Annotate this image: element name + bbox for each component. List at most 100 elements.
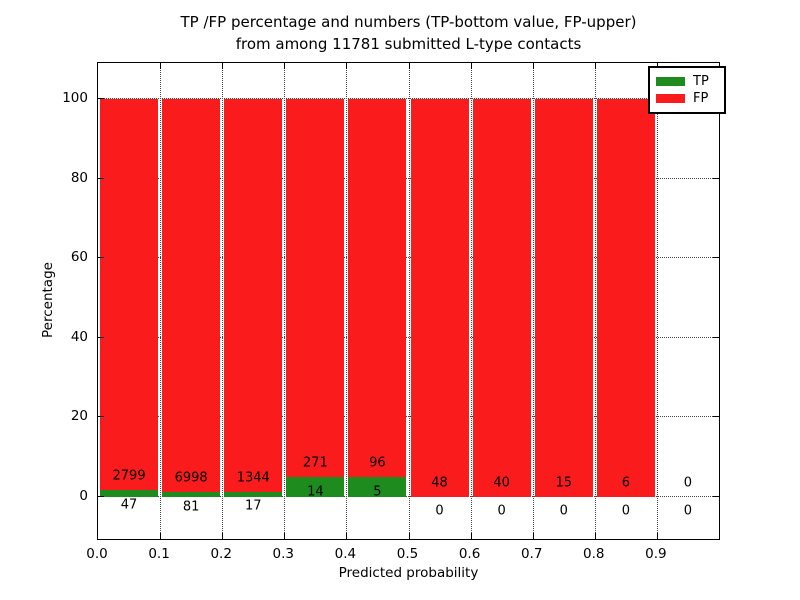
y-tick-label: 60 [70,249,88,266]
fp-count-label: 96 [369,455,386,471]
chart-title-line2: from among 11781 submitted L-type contac… [235,35,582,53]
fp-count-label: 15 [555,475,573,491]
gridline-vertical [284,63,286,539]
x-tick-mark [284,533,286,539]
gridline-vertical [346,63,348,539]
plot-area: TP FP 2799 47 6998 81 1344 17 271 14 96 5 48 0 40 0 15… [97,62,726,540]
x-tick-label: 0.5 [396,546,419,562]
tp-bar-segment [100,490,159,497]
gridline-vertical [160,63,162,539]
y-tick-mark [713,416,719,418]
fp-bar-segment [100,99,159,491]
y-tick-mark [98,257,104,259]
y-tick-mark [98,177,104,179]
x-axis-label: Predicted probability [338,565,479,581]
fp-count-label: 271 [302,455,328,471]
x-tick-mark [222,63,224,69]
gridline-vertical [470,63,472,539]
y-tick-mark [713,336,719,338]
tp-count-label: 0 [559,503,568,519]
x-tick-mark [346,533,348,539]
fp-bar-segment [410,99,469,497]
x-tick-mark [160,63,162,69]
y-tick-mark [98,336,104,338]
x-tick-mark [470,533,472,539]
y-tick-label: 100 [62,90,88,106]
fp-count-label: 0 [683,475,693,491]
fp-count-label: 6 [621,475,630,491]
y-tick-mark [98,496,104,497]
tp-bar-segment [224,492,283,497]
fp-bar-segment [348,99,407,478]
gridline-vertical [656,63,658,539]
fp-count-label: 40 [493,475,510,491]
x-tick-mark [470,63,472,69]
tp-count-label: 0 [621,503,630,519]
y-tick-mark [98,416,104,418]
chart-title-line1: TP /FP percentage and numbers (TP-bottom… [180,13,637,31]
fp-bar-segment [162,99,221,493]
legend: TP FP [648,66,726,114]
gridline-vertical [408,63,410,539]
x-tick-mark [160,533,162,539]
fp-legend-swatch [656,94,685,103]
x-tick-label: 0.2 [210,546,232,562]
tp-count-label: 81 [182,499,200,515]
x-tick-label: 0.6 [458,546,481,562]
y-tick-mark [713,177,719,179]
fp-count-label: 6998 [174,470,208,486]
chart-title: TP /FP percentage and numbers (TP-bottom… [97,11,720,55]
y-tick-mark [98,98,104,99]
gridline-vertical [594,63,596,539]
x-tick-mark [594,533,596,539]
tp-count-label: 17 [244,498,262,514]
x-tick-label: 0.4 [334,546,357,562]
tp-bar-segment [286,477,345,497]
tp-legend-swatch [656,77,685,86]
x-tick-mark [408,533,410,539]
x-tick-mark [532,63,534,69]
fp-count-label: 2799 [112,468,146,484]
x-tick-mark [222,533,224,539]
x-tick-mark [284,63,286,69]
x-tick-mark [594,63,596,69]
tp-bar-segment [162,492,221,497]
x-tick-mark [656,533,658,539]
fp-bar-segment [534,99,593,497]
x-tick-label: 0.1 [148,546,170,562]
tp-count-label: 0 [435,503,444,519]
x-tick-label: 0.3 [272,546,295,562]
tp-count-label: 14 [307,484,324,500]
x-tick-label: 0.9 [645,546,667,562]
fp-count-label: 48 [431,475,448,491]
legend-item-fp: FP [656,90,718,107]
fp-bar-segment [224,99,283,493]
x-tick-mark [532,533,534,539]
tp-bar-segment [348,477,407,497]
y-tick-label: 0 [79,488,88,504]
gridline-vertical [222,63,224,539]
tp-count-label: 47 [120,497,138,513]
fp-bar-segment [472,99,531,497]
fp-count-label: 1344 [236,470,270,486]
tp-legend-label: TP [693,74,709,89]
x-tick-mark [408,63,410,69]
y-tick-label: 20 [70,408,88,425]
legend-item-tp: TP [656,73,718,90]
tp-count-label: 0 [497,503,506,519]
x-tick-label: 0.0 [86,546,108,562]
y-tick-mark [713,257,719,259]
x-tick-label: 0.8 [583,546,605,562]
x-tick-label: 0.7 [520,546,543,562]
y-tick-label: 40 [70,328,88,345]
fp-bar-segment [286,99,345,478]
fp-bar-segment [596,99,655,497]
y-tick-mark [713,496,719,497]
tp-count-label: 5 [373,484,382,500]
y-tick-label: 80 [70,169,88,186]
fp-legend-label: FP [693,91,709,106]
tp-count-label: 0 [683,503,693,519]
x-tick-mark [346,63,348,69]
gridline-vertical [532,63,534,539]
